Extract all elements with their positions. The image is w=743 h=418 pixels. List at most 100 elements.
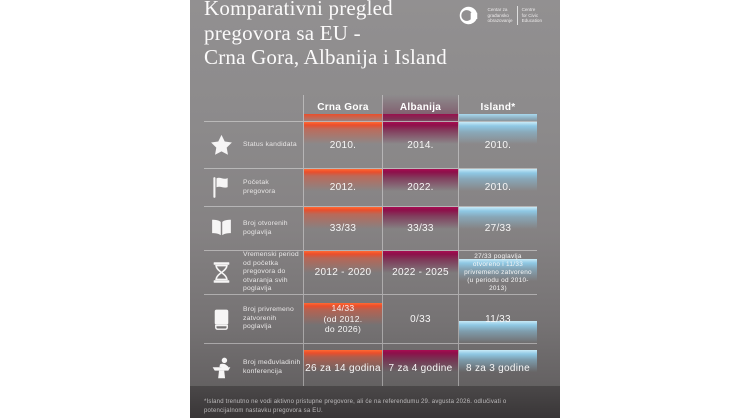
cell-crna-gora: 2012. [303, 169, 382, 206]
cell-value: 2014. [407, 139, 434, 151]
albanija-color-band [383, 350, 458, 372]
title-line-2: pregovora sa EU - [204, 20, 361, 45]
cell-value: 2010. [329, 139, 357, 151]
cgo-logo-icon [459, 6, 477, 25]
crna-gora-color-band [304, 114, 382, 122]
row-label: Vremenski period od početka pregovora do… [243, 251, 299, 293]
island-color-band [459, 114, 537, 122]
crna-gora-color-band [304, 350, 382, 372]
column-header-label: Crna Gora [317, 102, 369, 113]
row-label-cell: Broj otvorenih poglavlja [204, 207, 303, 250]
cell-crna-gora: 14/33 (od 2012. do 2026) [303, 295, 382, 343]
crna-gora-color-band [304, 207, 382, 229]
crna-gora-color-band [304, 303, 382, 325]
org-name-english: Centre for Civic Education [516, 6, 546, 25]
table-row-privremeno-zatvorena-poglavlja: Broj privremeno zatvorenih poglavlja 14/… [204, 294, 537, 343]
albanija-color-band [383, 169, 458, 191]
cell-island: 27/33 poglavlja otvoreno i 11/33 privrem… [458, 251, 537, 294]
cell-value: 2010. [484, 139, 512, 151]
cell-value: 14/33 (od 2012. do 2026) [323, 303, 363, 335]
star-icon [209, 133, 234, 158]
cell-crna-gora: 2010. [303, 122, 382, 168]
row-label: Broj otvorenih poglavlja [243, 219, 288, 236]
crna-gora-color-band [304, 251, 382, 273]
cell-island: 2010. [458, 122, 537, 168]
header-spacer [204, 95, 303, 121]
albanija-color-band [383, 114, 458, 122]
table-row-pocetak-pregovora: Početak pregovora 2012. 2022. 2010. [204, 168, 537, 206]
row-label: Broj privremeno zatvorenih poglavlja [243, 306, 294, 331]
table-row-medjuvladine-konferencije: Broj međuvladinih konferencija 26 za 14 … [204, 343, 537, 392]
flag-icon [209, 175, 234, 200]
hourglass-icon [209, 260, 234, 285]
cell-value: 2022. [407, 182, 434, 193]
title-line-3: Crna Gora, Albanija i Island [204, 45, 447, 69]
table-row-vremenski-period: Vremenski period od početka pregovora do… [204, 250, 537, 294]
island-color-band [459, 350, 537, 372]
cell-island: 2010. [458, 169, 537, 206]
infographic-card: Komparativni pregled pregovora sa EU - C… [190, 0, 560, 418]
org-logo: Centar za građansko obrazovanje Centre f… [458, 5, 546, 26]
footnote-text: *Island trenutno ne vodi aktivno pristup… [204, 399, 507, 414]
cell-value: 33/33 [329, 223, 357, 234]
cell-value: 33/33 [407, 223, 434, 234]
row-label: Početak pregovora [243, 178, 276, 195]
column-header-albanija: Albanija [382, 95, 458, 122]
comparison-table: Crna Gora Albanija Island* Status kandid… [204, 95, 537, 392]
cell-albanija: 0/33 [382, 295, 458, 343]
cell-value: 2012 - 2020 [314, 267, 372, 278]
table-row-status-kandidata: Status kandidata 2010. 2014. 2010. [204, 121, 537, 168]
footer-bar: *Island trenutno ne vodi aktivno pristup… [190, 386, 560, 418]
island-color-band [459, 321, 537, 343]
table-row-broj-otvorenih-poglavlja: Broj otvorenih poglavlja 33/33 33/33 27/… [204, 206, 537, 250]
column-header-crna-gora: Crna Gora [303, 95, 382, 122]
cell-crna-gora: 2012 - 2020 [303, 251, 382, 294]
cell-albanija: 33/33 [382, 207, 458, 250]
cell-value: 2022 - 2025 [392, 267, 449, 278]
row-label-cell: Status kandidata [204, 122, 303, 168]
cell-crna-gora: 33/33 [303, 207, 382, 250]
cell-albanija: 2014. [382, 122, 458, 168]
table-header-row: Crna Gora Albanija Island* [204, 95, 537, 122]
cell-albanija: 2022 - 2025 [382, 251, 458, 294]
island-color-band [459, 122, 537, 144]
cell-island: 27/33 [458, 207, 537, 250]
cell-value: 27/33 [484, 223, 512, 234]
org-name-local: Centar za građansko obrazovanje [487, 7, 513, 24]
cell-value: 0/33 [410, 313, 431, 325]
open-book-icon [209, 216, 234, 241]
closed-book-icon [209, 307, 234, 332]
cell-value: 2012. [329, 182, 357, 193]
island-color-band [459, 207, 537, 229]
albanija-color-band [383, 122, 458, 144]
title-line-1: Komparativni pregled [204, 0, 393, 20]
column-header-label: Albanija [399, 102, 442, 113]
page-title: Komparativni pregled pregovora sa EU - C… [204, 0, 447, 70]
column-header-island: Island* [458, 95, 537, 122]
org-logo-text: Centar za građansko obrazovanje Centre f… [484, 6, 546, 25]
column-header-label: Island* [480, 102, 516, 113]
cell-value: 26 za 14 godina [305, 362, 381, 374]
row-label-cell: Broj međuvladinih konferencija [204, 344, 303, 392]
crna-gora-color-band [304, 122, 382, 144]
albanija-color-band [383, 207, 458, 229]
row-label-cell: Početak pregovora [204, 169, 303, 206]
island-color-band [459, 259, 537, 281]
cell-value: 11/33 [485, 313, 511, 325]
albanija-color-band [383, 251, 458, 273]
crna-gora-color-band [304, 169, 382, 191]
cell-island: 11/33 [458, 295, 537, 343]
conference-icon [209, 356, 234, 381]
cell-value: 2010. [484, 182, 512, 193]
row-label: Status kandidata [243, 140, 297, 148]
cell-island: 8 za 3 godine [458, 344, 537, 392]
cell-albanija: 7 za 4 godine [382, 344, 458, 392]
row-label-cell: Vremenski period od početka pregovora do… [204, 251, 303, 294]
row-label: Broj međuvladinih konferencija [243, 359, 301, 375]
cell-albanija: 2022. [382, 169, 458, 206]
cell-value: 27/33 poglavlja otvoreno i 11/33 privrem… [464, 252, 532, 292]
island-color-band [459, 169, 537, 191]
row-label-cell: Broj privremeno zatvorenih poglavlja [204, 295, 303, 343]
cell-value: 8 za 3 godine [466, 362, 530, 374]
cell-crna-gora: 26 za 14 godina [303, 344, 382, 392]
